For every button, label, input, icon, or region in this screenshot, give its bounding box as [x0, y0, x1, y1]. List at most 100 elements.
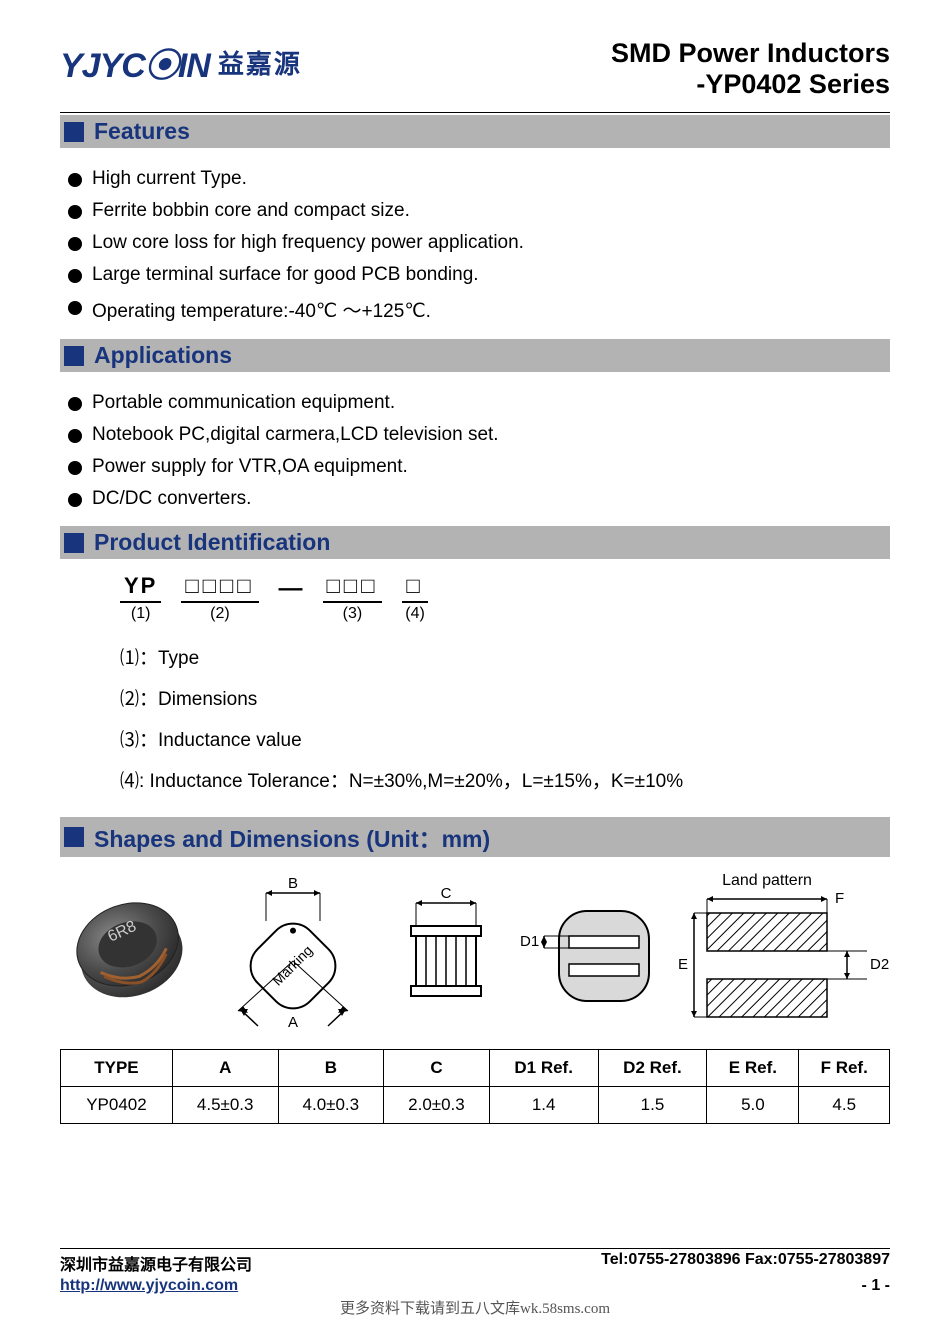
list-text: Notebook PC,digital carmera,LCD televisi…	[92, 424, 499, 446]
pid-block: YP (1) □□□□ (2) — □□□ (3) □ (4) ⑴：Type ⑵…	[60, 559, 890, 815]
list-text: Power supply for VTR,OA equipment.	[92, 456, 408, 478]
list-item: Portable communication equipment.	[64, 392, 890, 414]
bullet-icon	[68, 493, 82, 507]
features-list: High current Type. Ferrite bobbin core a…	[60, 148, 890, 337]
bullet-icon	[68, 269, 82, 283]
logo: YJYC⦿IN 益嘉源	[60, 38, 302, 87]
square-icon	[64, 346, 84, 366]
th: F Ref.	[799, 1050, 890, 1087]
bullet-icon	[68, 237, 82, 251]
list-text: Low core loss for high frequency power a…	[92, 232, 524, 254]
header: YJYC⦿IN 益嘉源 SMD Power Inductors -YP0402 …	[60, 38, 890, 100]
table-header-row: TYPE A B C D1 Ref. D2 Ref. E Ref. F Ref.	[61, 1050, 890, 1087]
pid-bot: (1)	[120, 605, 161, 623]
section-title: Features	[94, 118, 190, 145]
square-icon	[64, 122, 84, 142]
list-item: Low core loss for high frequency power a…	[64, 232, 890, 254]
divider	[60, 1248, 890, 1249]
pid-seg-3: □□□ (3)	[323, 573, 383, 623]
svg-text:D2: D2	[870, 956, 889, 973]
pid-bot: (4)	[402, 605, 427, 623]
bullet-icon	[68, 461, 82, 475]
td: 5.0	[707, 1087, 799, 1124]
pid-seg-4: □ (4)	[402, 573, 427, 623]
th: A	[172, 1050, 278, 1087]
footer: 深圳市益嘉源电子有限公司 Tel:0755-27803896 Fax:0755-…	[60, 1248, 890, 1318]
pid-code: YP (1) □□□□ (2) — □□□ (3) □ (4)	[120, 573, 890, 623]
td: YP0402	[61, 1087, 173, 1124]
list-text: Operating temperature:-40℃ ～+125℃.	[92, 296, 431, 323]
td: 1.5	[598, 1087, 707, 1124]
logo-text: YJYC⦿IN	[60, 38, 210, 87]
section-pid: Product Identification	[60, 526, 890, 559]
section-title: Shapes and Dimensions (Unit：mm)	[94, 820, 490, 854]
th: E Ref.	[707, 1050, 799, 1087]
dimensions-table: TYPE A B C D1 Ref. D2 Ref. E Ref. F Ref.…	[60, 1049, 890, 1124]
square-icon	[64, 827, 84, 847]
pid-item: ⑴：Type	[120, 643, 890, 670]
pid-top: □	[402, 573, 427, 603]
td: 1.4	[489, 1087, 598, 1124]
pid-bot: (2)	[181, 605, 258, 623]
footer-company: 深圳市益嘉源电子有限公司	[60, 1251, 252, 1275]
section-shapes: Shapes and Dimensions (Unit：mm)	[60, 817, 890, 857]
bullet-icon	[68, 205, 82, 219]
watermark: 更多资料下载请到五八文库wk.58sms.com	[60, 1297, 890, 1318]
list-item: Power supply for VTR,OA equipment.	[64, 456, 890, 478]
svg-text:B: B	[288, 875, 298, 892]
pid-dash: —	[279, 575, 303, 623]
footer-link[interactable]: http://www.yjycoin.com	[60, 1277, 238, 1295]
pid-item: ⑵：Dimensions	[120, 684, 890, 711]
svg-text:D1: D1	[520, 933, 539, 950]
footer-tel: Tel:0755-27803896 Fax:0755-27803897	[601, 1251, 890, 1275]
pid-item: ⑷: Inductance Tolerance：N=±30%,M=±20%，L=…	[120, 766, 890, 793]
list-text: Portable communication equipment.	[92, 392, 395, 414]
pid-top: □□□	[323, 573, 383, 603]
pid-list: ⑴：Type ⑵：Dimensions ⑶：Inductance value ⑷…	[120, 643, 890, 793]
list-item: Operating temperature:-40℃ ～+125℃.	[64, 296, 890, 323]
svg-text:E: E	[678, 956, 688, 973]
bottom-view-diagram: D1	[514, 881, 664, 1021]
list-item: Large terminal surface for good PCB bond…	[64, 264, 890, 286]
list-text: DC/DC converters.	[92, 488, 251, 510]
list-item: DC/DC converters.	[64, 488, 890, 510]
svg-text:Land pattern: Land pattern	[722, 872, 812, 889]
list-text: Ferrite bobbin core and compact size.	[92, 200, 410, 222]
divider	[60, 112, 890, 113]
logo-cn: 益嘉源	[218, 44, 302, 81]
footer-page: - 1 -	[862, 1277, 890, 1295]
section-features: Features	[60, 115, 890, 148]
td: 4.0±0.3	[278, 1087, 384, 1124]
side-view-diagram: C	[386, 881, 506, 1021]
top-view-diagram: Marking B A	[208, 871, 378, 1031]
bullet-icon	[68, 301, 82, 315]
section-title: Applications	[94, 342, 232, 369]
pid-seg-1: YP (1)	[120, 573, 161, 623]
th: C	[384, 1050, 490, 1087]
td: 2.0±0.3	[384, 1087, 490, 1124]
th: D1 Ref.	[489, 1050, 598, 1087]
svg-text:A: A	[288, 1014, 298, 1031]
pid-seg-2: □□□□ (2)	[181, 573, 258, 623]
applications-list: Portable communication equipment. Notebo…	[60, 372, 890, 524]
svg-text:F: F	[835, 890, 844, 907]
shapes-diagrams: 6R8 Marking B	[60, 857, 890, 1041]
list-text: Large terminal surface for good PCB bond…	[92, 264, 479, 286]
square-icon	[64, 533, 84, 553]
section-title: Product Identification	[94, 529, 330, 556]
bullet-icon	[68, 397, 82, 411]
list-text: High current Type.	[92, 168, 247, 190]
section-applications: Applications	[60, 339, 890, 372]
doc-title: SMD Power Inductors -YP0402 Series	[611, 38, 890, 100]
list-item: Notebook PC,digital carmera,LCD televisi…	[64, 424, 890, 446]
pid-bot: (3)	[323, 605, 383, 623]
title-line1: SMD Power Inductors	[611, 38, 890, 69]
td: 4.5±0.3	[172, 1087, 278, 1124]
pid-item: ⑶：Inductance value	[120, 725, 890, 752]
table-row: YP0402 4.5±0.3 4.0±0.3 2.0±0.3 1.4 1.5 5…	[61, 1087, 890, 1124]
svg-text:C: C	[441, 885, 452, 902]
th: D2 Ref.	[598, 1050, 707, 1087]
bullet-icon	[68, 429, 82, 443]
land-pattern-diagram: Land pattern F E	[672, 871, 892, 1031]
bullet-icon	[68, 173, 82, 187]
